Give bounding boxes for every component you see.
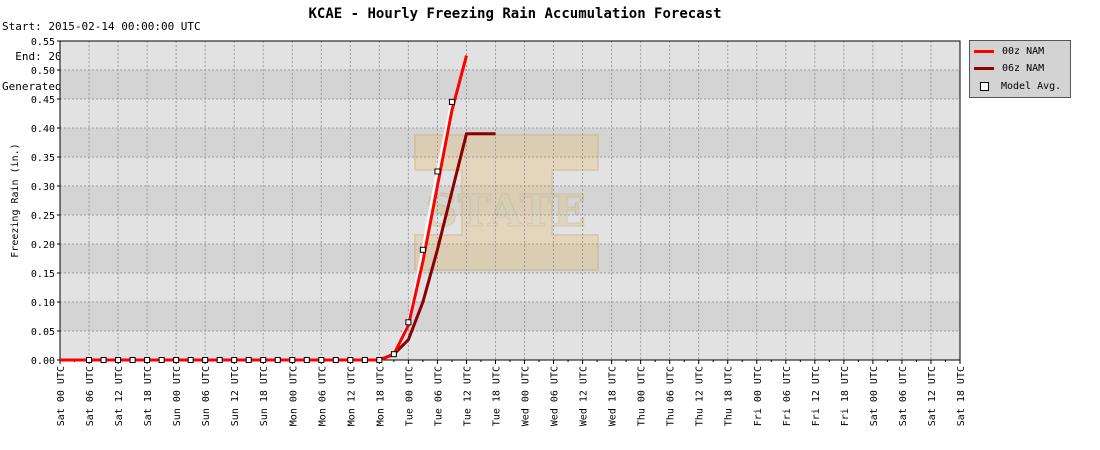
model-avg-point (318, 357, 325, 363)
plot-band (60, 273, 960, 302)
model-avg-point (245, 357, 252, 363)
plot-band (60, 99, 960, 128)
x-tick-label: Mon 18 UTC (375, 366, 386, 426)
x-tick-label: Sun 18 UTC (259, 366, 270, 426)
x-tick-label: Sat 18 UTC (956, 366, 967, 426)
legend-item-model-avg: Model Avg. (974, 80, 1061, 92)
x-tick-label: Tue 00 UTC (404, 366, 415, 426)
model-avg-point (100, 357, 107, 363)
x-tick-label: Sat 18 UTC (143, 366, 154, 426)
model-avg-point (390, 351, 397, 358)
model-avg-point (419, 246, 426, 253)
model-avg-point (144, 357, 151, 363)
x-tick-label: Fri 00 UTC (753, 366, 764, 426)
x-tick-label: Thu 06 UTC (666, 366, 677, 426)
y-tick-label: 0.35 (31, 153, 55, 164)
x-tick-label: Tue 06 UTC (433, 366, 444, 426)
legend-label-model-avg: Model Avg. (1001, 80, 1062, 92)
plot-frame (59, 40, 961, 361)
model-avg-point (216, 357, 223, 363)
x-tick-label: Tue 12 UTC (462, 366, 473, 426)
x-tick-label: Sun 06 UTC (201, 366, 212, 426)
x-tick-label: Wed 12 UTC (579, 366, 590, 426)
chart-title: KCAE - Hourly Freezing Rain Accumulation… (308, 6, 722, 22)
plot-band (60, 128, 960, 157)
y-axis-label: Freezing Rain (in.) (10, 143, 21, 257)
x-tick-label: Sat 00 UTC (869, 366, 880, 426)
chart-legend: 00z NAM 06z NAM Model Avg. (969, 40, 1071, 98)
x-tick-label: Sat 00 UTC (56, 366, 67, 426)
y-tick-label: 0.10 (31, 298, 55, 309)
legend-item-00z: 00z NAM (974, 45, 1044, 57)
plot-band (60, 41, 960, 70)
plot-band (60, 70, 960, 99)
legend-marker-model-avg (980, 81, 989, 91)
model-avg-point (376, 357, 383, 363)
x-tick-label: Tue 18 UTC (491, 366, 502, 426)
model-avg-point (448, 98, 455, 105)
model-avg-point (158, 357, 165, 363)
legend-item-06z: 06z NAM (974, 62, 1044, 74)
x-tick-label: Wed 18 UTC (608, 366, 619, 426)
model-avg-point (115, 357, 122, 363)
model-avg-point (86, 357, 93, 363)
model-avg-point (274, 357, 281, 363)
y-tick-label: 0.25 (31, 211, 55, 222)
watermark-i-shape (414, 134, 599, 271)
model-avg-point (347, 357, 354, 363)
legend-swatch-06z (974, 66, 994, 70)
plot-band (60, 186, 960, 215)
model-avg-point (129, 357, 136, 363)
y-tick-label: 0.00 (31, 356, 55, 367)
start-time: Start: 2015-02-14 00:00:00 UTC (2, 20, 201, 33)
model-avg-point (289, 357, 296, 363)
legend-swatch-00z (974, 49, 994, 53)
x-tick-label: Thu 18 UTC (724, 366, 735, 426)
model-avg-point (332, 357, 339, 363)
model-avg-point (231, 357, 238, 363)
model-avg-point (303, 357, 310, 363)
x-tick-label: Fri 12 UTC (811, 366, 822, 426)
model-avg-point (361, 357, 368, 363)
plot-band (60, 244, 960, 273)
x-tick-label: Fri 18 UTC (840, 366, 851, 426)
x-tick-label: Sun 00 UTC (172, 366, 183, 426)
x-tick-label: Sun 12 UTC (230, 366, 241, 426)
y-tick-label: 0.40 (31, 124, 55, 135)
model-avg-point (173, 357, 180, 363)
y-tick-label: 0.55 (31, 37, 55, 48)
x-tick-label: Mon 12 UTC (346, 366, 357, 426)
x-tick-label: Sat 06 UTC (85, 366, 96, 426)
x-tick-label: Thu 00 UTC (637, 366, 648, 426)
y-tick-label: 0.20 (31, 240, 55, 251)
x-tick-label: Sat 12 UTC (114, 366, 125, 426)
x-tick-label: Wed 00 UTC (521, 366, 532, 426)
y-tick-label: 0.50 (31, 66, 55, 77)
x-tick-label: Sat 06 UTC (898, 366, 909, 426)
plot-band (60, 215, 960, 244)
x-tick-label: Thu 12 UTC (695, 366, 706, 426)
y-tick-label: 0.45 (31, 95, 55, 106)
y-tick-label: 0.30 (31, 182, 55, 193)
plot-band (60, 302, 960, 331)
legend-label-06z: 06z NAM (1002, 62, 1045, 74)
plot-band (60, 331, 960, 360)
legend-label-00z: 00z NAM (1002, 45, 1045, 57)
x-tick-label: Wed 06 UTC (550, 366, 561, 426)
y-tick-label: 0.15 (31, 269, 55, 280)
x-tick-label: Mon 00 UTC (288, 366, 299, 426)
x-tick-label: Fri 06 UTC (782, 366, 793, 426)
model-avg-point (202, 357, 209, 363)
model-avg-point (405, 319, 412, 326)
x-tick-label: Sat 12 UTC (927, 366, 938, 426)
model-avg-point (260, 357, 267, 363)
model-avg-point (187, 357, 194, 363)
x-tick-label: Mon 06 UTC (317, 366, 328, 426)
model-avg-point (434, 168, 441, 175)
plot-band (60, 157, 960, 186)
y-tick-label: 0.05 (31, 327, 55, 338)
